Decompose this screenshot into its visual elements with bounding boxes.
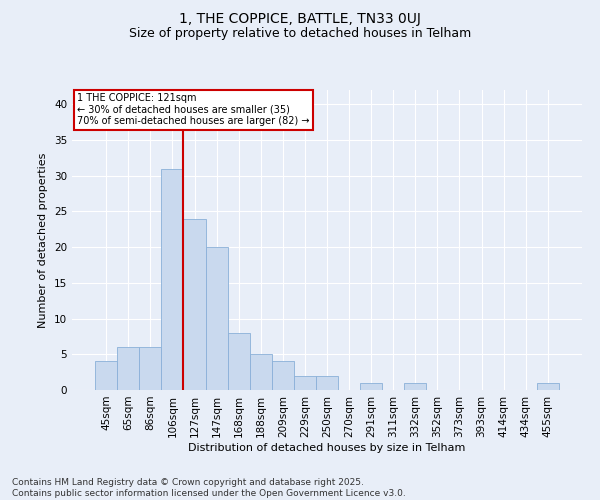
Text: 1, THE COPPICE, BATTLE, TN33 0UJ: 1, THE COPPICE, BATTLE, TN33 0UJ: [179, 12, 421, 26]
Bar: [227, 333, 250, 390]
Bar: [206, 247, 227, 390]
Bar: [537, 383, 559, 390]
Bar: [117, 347, 139, 390]
Bar: [272, 362, 294, 390]
Text: Size of property relative to detached houses in Telham: Size of property relative to detached ho…: [129, 28, 471, 40]
Bar: [404, 383, 427, 390]
Bar: [294, 376, 316, 390]
Text: 1 THE COPPICE: 121sqm
← 30% of detached houses are smaller (35)
70% of semi-deta: 1 THE COPPICE: 121sqm ← 30% of detached …: [77, 93, 310, 126]
X-axis label: Distribution of detached houses by size in Telham: Distribution of detached houses by size …: [188, 442, 466, 452]
Y-axis label: Number of detached properties: Number of detached properties: [38, 152, 49, 328]
Bar: [316, 376, 338, 390]
Bar: [360, 383, 382, 390]
Bar: [250, 354, 272, 390]
Bar: [139, 347, 161, 390]
Bar: [161, 168, 184, 390]
Bar: [95, 362, 117, 390]
Text: Contains HM Land Registry data © Crown copyright and database right 2025.
Contai: Contains HM Land Registry data © Crown c…: [12, 478, 406, 498]
Bar: [184, 218, 206, 390]
